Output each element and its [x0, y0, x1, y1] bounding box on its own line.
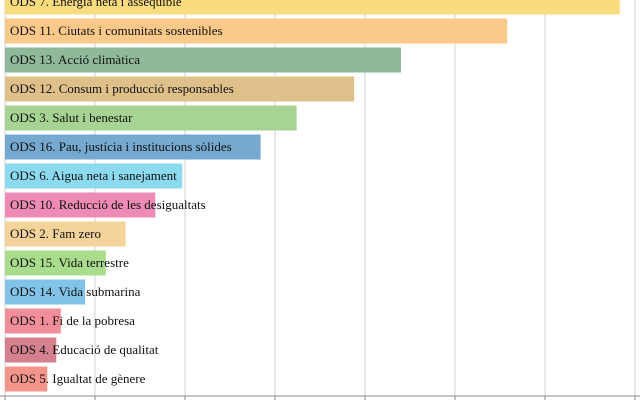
bar [5, 47, 401, 73]
bar-label: ODS 7. Energia neta i assequible [10, 0, 182, 9]
bar-label: ODS 1. Fi de la pobresa [10, 313, 135, 328]
bar-label: ODS 3. Salut i benestar [10, 110, 133, 125]
bar-label: ODS 4. Educació de qualitat [10, 342, 159, 357]
bar-label: ODS 13. Acció climàtica [10, 52, 140, 67]
bar [5, 221, 126, 247]
bar [5, 76, 355, 102]
bar-label: ODS 16. Pau, justícia i institucions sòl… [10, 139, 232, 154]
bar [5, 192, 156, 218]
bar [5, 0, 620, 15]
bar [5, 279, 86, 305]
bar-label: ODS 2. Fam zero [10, 226, 101, 241]
bar-label: ODS 14. Vida submarina [10, 284, 141, 299]
bar [5, 308, 61, 334]
bar [5, 250, 106, 276]
bar [5, 105, 297, 131]
bar-label: ODS 10. Reducció de les desigualtats [10, 197, 206, 212]
bar [5, 18, 508, 44]
bar [5, 163, 183, 189]
bar [5, 366, 48, 392]
bar [5, 337, 57, 363]
bar-label: ODS 11. Ciutats i comunitats sostenibles [10, 23, 223, 38]
bar-label: ODS 15. Vida terrestre [10, 255, 129, 270]
bar-label: ODS 12. Consum i producció responsables [10, 81, 234, 96]
bar [5, 134, 261, 160]
bar-label: ODS 5. Igualtat de gènere [10, 371, 146, 386]
bar-label: ODS 6. Aigua neta i sanejament [10, 168, 177, 183]
